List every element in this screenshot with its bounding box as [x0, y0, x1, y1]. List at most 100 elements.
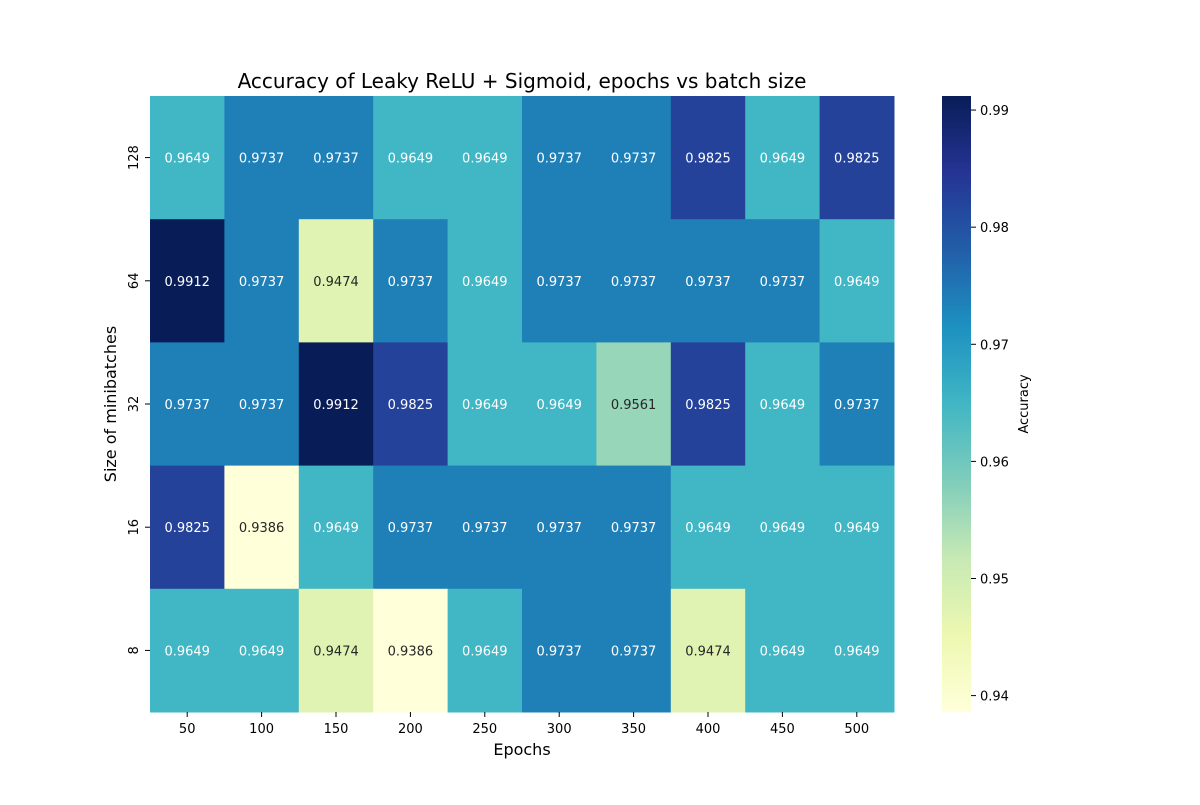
cell-value-label: 0.9649: [834, 521, 880, 536]
cell-value-label: 0.9737: [536, 152, 582, 167]
heatmap-cell: [522, 96, 597, 220]
cell-value-label: 0.9737: [388, 275, 434, 290]
heatmap-cell: [819, 342, 895, 467]
heatmap-cell: [298, 588, 374, 713]
heatmap-cell: [150, 96, 225, 220]
heatmap-cell: [447, 219, 523, 343]
x-tick-label: 50: [179, 722, 196, 737]
heatmap-cell: [298, 342, 374, 467]
heatmap-cell: [373, 342, 449, 467]
cell-value-label: 0.9649: [760, 644, 806, 659]
colorbar-tick-label: 0.98: [980, 221, 1009, 236]
heatmap-cell: [224, 96, 300, 220]
heatmap-cell: [596, 96, 672, 220]
cell-value-label: 0.9737: [388, 521, 434, 536]
heatmap-cell: [224, 219, 300, 343]
heatmap-cell: [373, 465, 449, 590]
cell-value-label: 0.9737: [611, 521, 657, 536]
cell-value-label: 0.9649: [164, 644, 210, 659]
y-tick-label: 32: [127, 396, 142, 413]
cell-value-label: 0.9737: [239, 398, 285, 413]
cell-value-label: 0.9737: [536, 644, 582, 659]
x-tick-label: 450: [770, 722, 795, 737]
heatmap-cell: [298, 96, 374, 220]
cell-value-label: 0.9737: [760, 275, 806, 290]
cell-value-label: 0.9737: [536, 521, 582, 536]
cell-value-label: 0.9561: [611, 398, 657, 413]
heatmap-cell: [447, 96, 523, 220]
cell-value-label: 0.9825: [685, 398, 731, 413]
heatmap-cell: [596, 219, 672, 343]
heatmap-cell: [150, 465, 225, 590]
heatmap-cell: [745, 588, 821, 713]
y-axis-label: Size of minibatches: [101, 326, 120, 482]
cell-value-label: 0.9474: [313, 275, 359, 290]
cell-value-label: 0.9825: [388, 398, 434, 413]
colorbar-tick-label: 0.97: [980, 338, 1009, 353]
cell-value-label: 0.9912: [164, 275, 210, 290]
cell-value-label: 0.9649: [536, 398, 582, 413]
cell-value-label: 0.9474: [313, 644, 359, 659]
x-tick-label: 100: [249, 722, 274, 737]
cell-value-label: 0.9737: [239, 275, 285, 290]
cell-value-label: 0.9737: [611, 644, 657, 659]
cell-value-label: 0.9737: [462, 521, 508, 536]
colorbar-ticks: 0.94 0.95 0.96 0.97 0.98 0.99: [971, 104, 1009, 705]
heatmap-cell: [745, 342, 821, 467]
colorbar-tick-label: 0.99: [980, 104, 1009, 119]
cell-value-label: 0.9649: [388, 152, 434, 167]
heatmap-cell: [150, 588, 225, 713]
cell-value-label: 0.9649: [685, 521, 731, 536]
cell-value-label: 0.9649: [834, 644, 880, 659]
x-tick-label: 500: [844, 722, 869, 737]
colorbar-label: Accuracy: [1017, 374, 1032, 434]
heatmap-cell: [670, 342, 746, 467]
heatmap-cell: [447, 588, 523, 713]
heatmap-cell: [670, 96, 746, 220]
x-tick-label: 200: [398, 722, 423, 737]
y-axis-ticks: 128 64 32 16 8: [127, 145, 150, 655]
x-axis-ticks: 50 100 150 200 250 300 350 400 450 500: [179, 712, 869, 737]
heatmap-cell: [224, 588, 300, 713]
colorbar-tick-label: 0.94: [980, 690, 1009, 705]
heatmap-cell: [670, 219, 746, 343]
heatmap-cell: [596, 588, 672, 713]
cell-value-label: 0.9649: [462, 275, 508, 290]
y-tick-label: 16: [127, 519, 142, 536]
heatmap-cell: [298, 219, 374, 343]
cell-value-label: 0.9649: [164, 152, 210, 167]
heatmap-cell: [819, 219, 895, 343]
heatmap-cell: [298, 465, 374, 590]
y-tick-label: 64: [127, 273, 142, 290]
heatmap-cell: [745, 96, 821, 220]
heatmap-cell: [596, 465, 672, 590]
heatmap-cell: [373, 219, 449, 343]
colorbar-tick-label: 0.95: [980, 572, 1009, 587]
cell-value-label: 0.9649: [760, 398, 806, 413]
heatmap-cell: [670, 588, 746, 713]
heatmap-cell: [745, 219, 821, 343]
cell-value-label: 0.9825: [685, 152, 731, 167]
cell-value-label: 0.9737: [685, 275, 731, 290]
heatmap-cell: [819, 96, 895, 220]
cell-value-label: 0.9912: [313, 398, 359, 413]
y-tick-label: 8: [127, 646, 142, 654]
cell-value-label: 0.9649: [760, 152, 806, 167]
x-tick-label: 150: [324, 722, 349, 737]
heatmap-cell: [224, 465, 300, 590]
heatmap-cell: [522, 342, 597, 467]
x-tick-label: 350: [621, 722, 646, 737]
heatmap-cell: [819, 588, 895, 713]
heatmap-cell: [373, 588, 449, 713]
heatmap-cell: [745, 465, 821, 590]
heatmap-cell: [522, 219, 597, 343]
x-tick-label: 400: [696, 722, 721, 737]
cell-value-label: 0.9474: [685, 644, 731, 659]
cell-value-label: 0.9737: [313, 152, 359, 167]
cell-value-label: 0.9825: [164, 521, 210, 536]
heatmap-cell: [447, 465, 523, 590]
heatmap-cell: [819, 465, 895, 590]
cell-value-label: 0.9649: [313, 521, 359, 536]
cell-value-label: 0.9649: [760, 521, 806, 536]
cell-value-label: 0.9737: [239, 152, 285, 167]
